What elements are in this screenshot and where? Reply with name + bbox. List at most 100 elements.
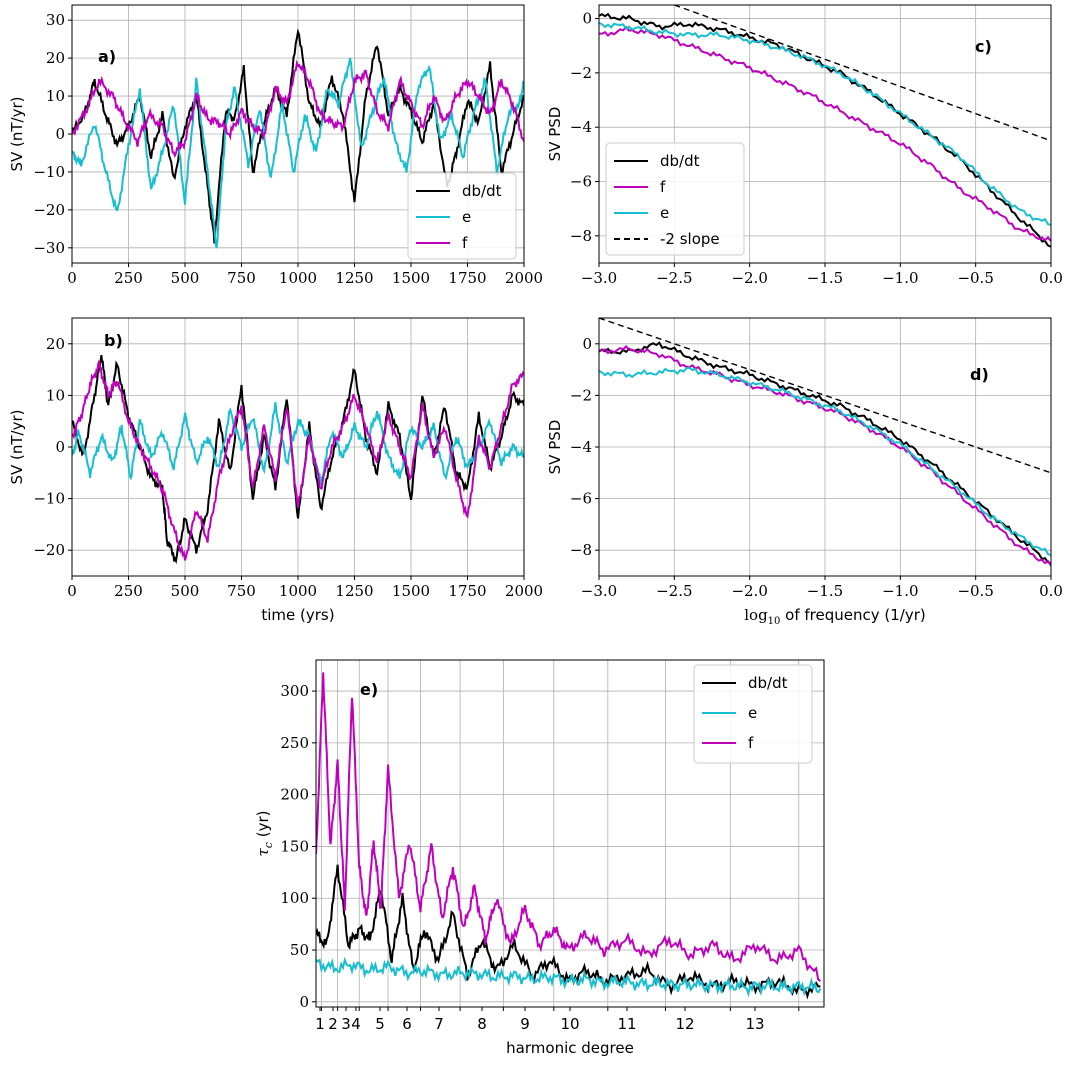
y-tick-label: −4 bbox=[570, 438, 592, 456]
y-tick-label: 50 bbox=[290, 941, 309, 959]
y-tick-label: 0 bbox=[55, 438, 65, 456]
x-tick-label: 3 bbox=[341, 1015, 351, 1033]
series-line-db-dt bbox=[316, 864, 821, 1000]
legend-label: f bbox=[660, 178, 666, 196]
y-tick-label: 20 bbox=[46, 49, 65, 67]
series-line-e bbox=[599, 21, 1051, 226]
y-tick-label: 250 bbox=[280, 734, 309, 752]
y-tick-label: 10 bbox=[46, 87, 65, 105]
y-tick-label: −2 bbox=[570, 64, 592, 82]
y-tick-label: −2 bbox=[570, 386, 592, 404]
panel-c: −8 −6 −4 −2 0 −3.0 −2.5 −2.0 −1.5 −1.0 −0.5 0.0 c) SV… bbox=[546, 4, 1063, 287]
y-axis-label: SV (nT/yr) bbox=[8, 96, 26, 171]
y-axis-label: SV PSD bbox=[546, 107, 564, 162]
legend-box bbox=[693, 664, 813, 764]
series-line--2-slope bbox=[672, 5, 1051, 142]
x-tick-label: 7 bbox=[434, 1015, 444, 1033]
plot-frame bbox=[315, 659, 825, 1008]
x-tick-label: −0.5 bbox=[957, 269, 993, 287]
series-line-e bbox=[316, 956, 822, 998]
x-tick-label: 750 bbox=[227, 269, 256, 287]
x-tick-label: 2 bbox=[328, 1015, 338, 1033]
panel-label: d) bbox=[970, 365, 989, 384]
x-tick-label: 2000 bbox=[505, 269, 543, 287]
legend-label: -2 slope bbox=[660, 230, 720, 248]
x-tick-label: 12 bbox=[675, 1015, 694, 1033]
x-tick-label: −3.0 bbox=[581, 582, 617, 600]
y-tick-label: 0 bbox=[582, 335, 592, 353]
y-tick-label: 0 bbox=[582, 10, 592, 28]
y-tick-label: 0 bbox=[299, 993, 309, 1011]
y-tick-label: −8 bbox=[570, 227, 592, 245]
x-tick-label: 8 bbox=[477, 1015, 487, 1033]
legend-label: db/dt bbox=[660, 152, 700, 170]
x-tick-label: 250 bbox=[114, 269, 143, 287]
y-tick-label: 20 bbox=[46, 335, 65, 353]
plot-frame bbox=[598, 4, 1052, 264]
y-tick-label: −20 bbox=[33, 201, 65, 219]
legend-label: f bbox=[748, 734, 754, 752]
x-tick-label: 6 bbox=[402, 1015, 412, 1033]
x-axis-label: log10 of frequency (1/yr) bbox=[744, 606, 926, 627]
x-tick-label: −3.0 bbox=[581, 269, 617, 287]
panel-label: e) bbox=[360, 680, 378, 699]
y-tick-label: 200 bbox=[280, 786, 309, 804]
x-tick-label: 10 bbox=[560, 1015, 579, 1033]
x-tick-label: 0.0 bbox=[1039, 582, 1063, 600]
y-tick-label: 150 bbox=[280, 837, 309, 855]
x-tick-label: 750 bbox=[227, 582, 256, 600]
panel-a: −30 −20 −10 0 10 20 30 0 250 500 750 1000 1250 1500 17… bbox=[8, 4, 543, 287]
y-axis-label: τc (yr) bbox=[254, 810, 275, 856]
x-tick-label: 1750 bbox=[448, 582, 486, 600]
x-tick-label: −1.0 bbox=[882, 582, 918, 600]
y-axis-label: SV PSD bbox=[546, 420, 564, 475]
panel-label: a) bbox=[98, 47, 116, 66]
x-tick-label: 500 bbox=[171, 269, 200, 287]
legend-label: db/dt bbox=[748, 674, 788, 692]
x-tick-label: 13 bbox=[745, 1015, 764, 1033]
y-tick-label: −10 bbox=[33, 490, 65, 508]
series-line-f bbox=[72, 360, 524, 561]
x-tick-label: 0.0 bbox=[1039, 269, 1063, 287]
series-line-e bbox=[72, 57, 524, 249]
x-tick-label: 11 bbox=[617, 1015, 636, 1033]
legend-label: db/dt bbox=[462, 182, 502, 200]
x-tick-label: −2.5 bbox=[656, 269, 692, 287]
x-tick-label: 1250 bbox=[335, 582, 373, 600]
x-tick-label: 0 bbox=[67, 582, 77, 600]
x-tick-label: 250 bbox=[114, 582, 143, 600]
plot-frame bbox=[71, 317, 525, 577]
x-tick-label: 1500 bbox=[392, 269, 430, 287]
x-tick-label: 4 bbox=[351, 1015, 361, 1033]
y-tick-label: −8 bbox=[570, 541, 592, 559]
x-tick-label: 1500 bbox=[392, 582, 430, 600]
y-tick-label: −4 bbox=[570, 118, 592, 136]
x-tick-label: −1.5 bbox=[807, 269, 843, 287]
plot-frame bbox=[71, 4, 525, 264]
x-tick-label: 1750 bbox=[448, 269, 486, 287]
plot-frame bbox=[598, 317, 1052, 577]
legend-label: f bbox=[462, 234, 468, 252]
x-tick-label: −2.5 bbox=[656, 582, 692, 600]
x-tick-label: 0 bbox=[67, 269, 77, 287]
y-tick-label: −6 bbox=[570, 173, 592, 191]
y-tick-label: 0 bbox=[55, 125, 65, 143]
panel-b: −20 −10 0 10 20 0 250 500 750 1000 1250 1500 1750 200… bbox=[8, 317, 543, 624]
legend-label: e bbox=[462, 208, 471, 226]
series-line-db-dt bbox=[72, 354, 524, 565]
y-tick-label: −6 bbox=[570, 490, 592, 508]
series-line-f bbox=[316, 672, 822, 982]
x-tick-label: −2.0 bbox=[731, 582, 767, 600]
x-tick-label: 5 bbox=[375, 1015, 385, 1033]
legend-box bbox=[407, 172, 517, 260]
panel-label: b) bbox=[104, 331, 123, 350]
x-tick-label: −2.0 bbox=[731, 269, 767, 287]
panel-label: c) bbox=[975, 37, 992, 56]
y-tick-label: 30 bbox=[46, 11, 65, 29]
x-tick-label: −0.5 bbox=[957, 582, 993, 600]
y-axis-label: SV (nT/yr) bbox=[8, 409, 26, 484]
legend-label: e bbox=[748, 704, 757, 722]
y-tick-label: −30 bbox=[33, 239, 65, 257]
